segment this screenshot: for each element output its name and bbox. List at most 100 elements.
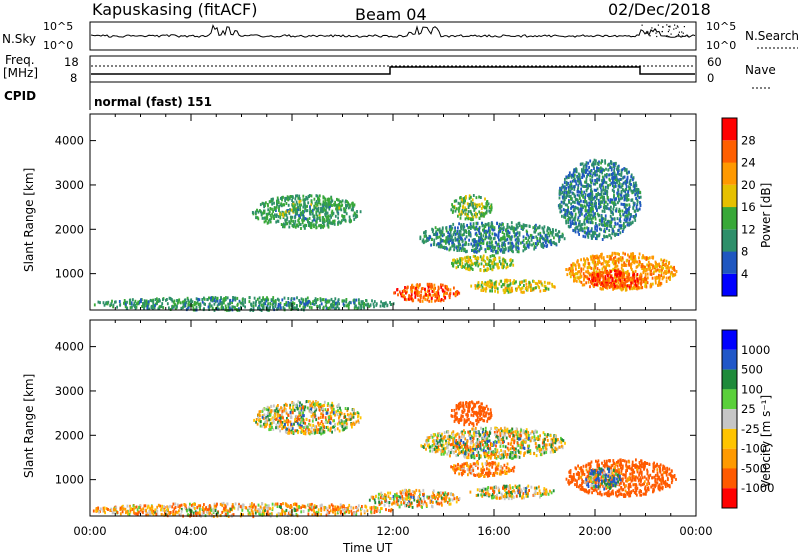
heatmap-cell	[658, 269, 661, 273]
heatmap-cell	[278, 306, 280, 310]
heatmap-cell	[483, 214, 485, 218]
heatmap-cell	[565, 180, 568, 184]
heatmap-cell	[613, 193, 615, 197]
heatmap-cell	[322, 306, 325, 310]
heatmap-cell	[398, 290, 401, 294]
heatmap-cell	[542, 230, 545, 234]
heatmap-cell	[508, 231, 511, 235]
heatmap-cell	[540, 236, 543, 240]
heatmap-cell	[613, 169, 615, 173]
heatmap-cell	[602, 168, 604, 172]
heatmap-cell	[343, 421, 346, 425]
heatmap-cell	[437, 299, 440, 302]
heatmap-cell	[301, 218, 303, 222]
heatmap-cell	[288, 305, 291, 309]
heatmap-cell	[285, 427, 288, 431]
heatmap-cell	[516, 237, 518, 241]
heatmap-cell	[626, 193, 629, 197]
heatmap-cell	[280, 196, 282, 200]
heatmap-cell	[231, 299, 234, 303]
heatmap-cell	[343, 215, 346, 218]
nsearch-dot	[677, 26, 679, 28]
heatmap-cell	[669, 272, 672, 276]
heatmap-cell	[157, 307, 160, 311]
heatmap-cell	[514, 227, 517, 231]
heatmap-cell	[291, 195, 294, 199]
nsearch-dot	[666, 35, 668, 37]
heatmap-cell	[427, 285, 430, 289]
heatmap-cell	[275, 410, 278, 414]
heatmap-cell	[286, 216, 289, 220]
heatmap-cell	[352, 202, 354, 206]
heatmap-cell	[478, 195, 480, 199]
y-tick-label: 2000	[55, 222, 84, 236]
heatmap-cell	[304, 421, 307, 425]
heatmap-cell	[303, 218, 306, 222]
heatmap-cell	[594, 199, 597, 203]
heatmap-cell	[475, 231, 478, 235]
heatmap-cell	[658, 262, 661, 266]
heatmap-cell	[259, 300, 262, 304]
heatmap-cell	[484, 197, 486, 201]
heatmap-cell	[277, 215, 280, 219]
heatmap-cell	[457, 265, 459, 269]
heatmap-cell	[315, 300, 317, 304]
heatmap-cell	[416, 289, 419, 293]
heatmap-cell	[576, 179, 579, 183]
heatmap-cell	[277, 198, 280, 202]
heatmap-cell	[271, 421, 273, 425]
heatmap-cell	[585, 270, 587, 274]
heatmap-cell	[581, 227, 584, 231]
heatmap-cell	[633, 272, 636, 276]
heatmap-cell	[484, 260, 487, 264]
heatmap-cell	[623, 167, 626, 171]
heatmap-cell	[441, 245, 443, 249]
heatmap-cell	[513, 281, 516, 285]
heatmap-cell	[628, 255, 631, 259]
heatmap-cell	[198, 298, 201, 302]
heatmap-cell	[606, 190, 609, 194]
heatmap-cell	[590, 256, 593, 260]
heatmap-cell	[298, 299, 301, 302]
heatmap-cell	[536, 243, 538, 247]
heatmap-cell	[368, 304, 371, 308]
heatmap-cell	[345, 300, 348, 304]
heatmap-cell	[481, 221, 483, 225]
heatmap-cell	[305, 427, 307, 431]
heatmap-cell	[598, 268, 601, 272]
heatmap-cell	[614, 184, 617, 188]
heatmap-cell	[291, 401, 294, 404]
heatmap-cell	[315, 210, 318, 214]
heatmap-cell	[593, 171, 596, 175]
heatmap-cell	[327, 225, 330, 229]
heatmap-cell	[586, 234, 589, 238]
heatmap-cell	[630, 252, 632, 256]
heatmap-cell	[338, 204, 341, 208]
heatmap-cell	[506, 225, 509, 229]
heatmap-cell	[149, 298, 152, 302]
heatmap-cell	[456, 229, 459, 233]
heatmap-cell	[348, 215, 351, 219]
heatmap-cell	[574, 227, 577, 231]
heatmap-cell	[459, 243, 462, 247]
heatmap-cell	[252, 301, 255, 305]
heatmap-cell	[585, 216, 588, 220]
heatmap-cell	[635, 204, 638, 208]
heatmap-cell	[628, 272, 631, 276]
heatmap-cell	[468, 238, 470, 242]
heatmap-cell	[622, 285, 625, 288]
heatmap-cell	[637, 189, 639, 193]
heatmap-cell	[267, 415, 269, 419]
heatmap-cell	[586, 214, 589, 218]
heatmap-cell	[584, 163, 587, 167]
heatmap-cell	[282, 306, 285, 310]
heatmap-cell	[363, 306, 365, 310]
heatmap-cell	[477, 243, 479, 247]
heatmap-cell	[325, 202, 328, 206]
heatmap-cell	[308, 408, 311, 412]
heatmap-cell	[453, 230, 456, 234]
heatmap-cell	[203, 302, 206, 306]
heatmap-cell	[268, 210, 271, 214]
heatmap-cell	[511, 246, 514, 250]
heatmap-cell	[437, 287, 440, 291]
